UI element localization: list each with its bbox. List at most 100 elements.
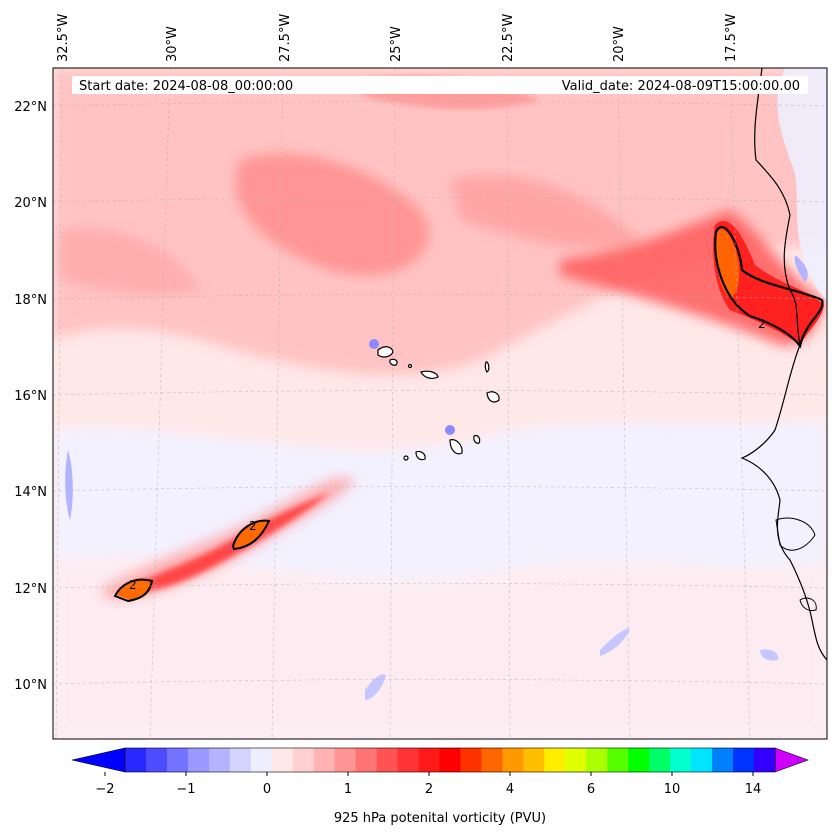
- lon-label: 25°W: [389, 26, 404, 62]
- colorbar-cell: [586, 748, 608, 772]
- lat-label: 10°N: [14, 678, 47, 693]
- colorbar-tick-label: 14: [745, 782, 762, 797]
- colorbar-max-extend: [774, 747, 809, 773]
- pv-negative-patch: [794, 255, 808, 282]
- coastline-gambia: [775, 517, 816, 551]
- island: [403, 455, 409, 461]
- pv-field-north: [53, 68, 827, 375]
- colorbar-tick-label: −2: [95, 782, 114, 797]
- coastline-islands: [799, 597, 817, 611]
- cape-verde-islands: [377, 346, 500, 461]
- colorbar-tick-label: 0: [263, 782, 271, 797]
- colorbar-cell: [481, 748, 503, 772]
- start-date-text: Start date: 2024-08-08_00:00:00: [79, 79, 293, 94]
- island: [449, 439, 463, 455]
- colorbar-frame: [124, 747, 776, 773]
- island: [377, 346, 394, 358]
- lat-label: 18°N: [14, 293, 47, 308]
- lat-label: 20°N: [14, 196, 47, 211]
- lon-label: 20°W: [612, 26, 627, 62]
- date-banner: [72, 76, 808, 94]
- lat-label: 22°N: [14, 100, 47, 115]
- colorbar-cell: [628, 748, 650, 772]
- pv-filament: [100, 477, 355, 600]
- pv-2-contour-vortex-2: [231, 519, 271, 551]
- colorbar-cell: [397, 748, 420, 772]
- colorbar-cell: [313, 748, 336, 772]
- lon-label: 17.5°W: [724, 14, 739, 62]
- colorbar-tick-label: 10: [664, 782, 681, 797]
- map-panel: 2 2 2: [53, 68, 827, 739]
- colorbar-tick-label: −1: [176, 782, 195, 797]
- colorbar-cell: [355, 748, 378, 772]
- pv-field-south: [53, 555, 827, 739]
- map-frame: [52, 67, 828, 740]
- contour-label-coast: 2: [758, 317, 766, 331]
- island: [407, 363, 413, 369]
- lat-label: 14°N: [14, 485, 47, 500]
- colorbar-tick-label: 2: [425, 782, 433, 797]
- colorbar-cell: [607, 748, 629, 772]
- island: [389, 358, 398, 366]
- colorbar-cell: [712, 748, 734, 772]
- colorbar-cell: [418, 748, 441, 772]
- island: [484, 361, 490, 373]
- pv-field-west-band: [60, 228, 200, 295]
- longitude-labels: 32.5°W 30°W 27.5°W 25°W 22.5°W 20°W 17.5…: [56, 14, 739, 62]
- pv-negative-patch: [760, 649, 779, 661]
- colorbar-cell: [670, 748, 692, 772]
- colorbar-tick-label: 4: [506, 782, 514, 797]
- lon-label: 22.5°W: [501, 14, 516, 62]
- valid-date-text: Valid_date: 2024-08-09T15:00:00.00: [562, 79, 800, 94]
- colorbar-cell: [187, 748, 210, 772]
- island: [473, 434, 481, 444]
- island: [486, 391, 500, 403]
- pv-vortex-2: [234, 521, 268, 548]
- colorbar-cell: [376, 748, 399, 772]
- pv-field-east-band: [450, 174, 640, 249]
- pv-filament-core: [120, 492, 330, 593]
- colorbar-cell: [145, 748, 168, 772]
- pv-negative-patch: [65, 450, 73, 520]
- colorbar-cells: [125, 748, 776, 772]
- lon-label: 27.5°W: [278, 14, 293, 62]
- colorbar-cell: [565, 748, 587, 772]
- colorbar-cell: [649, 748, 671, 772]
- pv-2-contour-coast: [714, 225, 824, 349]
- latitude-labels: 22°N 20°N 18°N 16°N 14°N 12°N 10°N: [14, 100, 47, 693]
- colorbar-cell: [334, 748, 357, 772]
- lon-label: 32.5°W: [56, 14, 71, 62]
- contour-label-vortex-1: 2: [129, 578, 137, 592]
- colorbar-cell: [502, 748, 524, 772]
- contour-label-vortex-2: 2: [249, 519, 257, 533]
- coastline: [740, 68, 827, 661]
- pv-negative-patch: [445, 425, 455, 435]
- pv-negative-patch: [369, 339, 379, 349]
- colorbar-cell: [166, 748, 189, 772]
- island: [420, 370, 439, 379]
- land-area: [777, 68, 827, 300]
- colorbar-cell: [229, 748, 252, 772]
- lat-label: 12°N: [14, 582, 47, 597]
- colorbar-cell: [544, 748, 566, 772]
- colorbar: −2 −1 0 1 2 4 6 10 14 925 hPa potenital …: [71, 747, 809, 826]
- colorbar-cell: [271, 748, 294, 772]
- colorbar-cell: [125, 748, 147, 772]
- colorbar-cell: [439, 748, 461, 772]
- pv-field-center-max: [235, 153, 429, 276]
- pv-vortex-1: [117, 578, 152, 600]
- colorbar-min-extend: [71, 747, 126, 773]
- pv-negative-patch: [365, 674, 386, 700]
- pv-negative-patch: [600, 628, 630, 656]
- colorbar-cell: [250, 748, 273, 772]
- colorbar-tick-label: 1: [344, 782, 352, 797]
- colorbar-cell: [292, 748, 315, 772]
- colorbar-cell: [733, 748, 755, 772]
- pv-2-contour-vortex-1: [113, 578, 154, 603]
- colorbar-cell: [460, 748, 482, 772]
- colorbar-cell: [208, 748, 231, 772]
- lat-label: 16°N: [14, 389, 47, 404]
- colorbar-ticks: −2 −1 0 1 2 4 6 10 14: [95, 772, 761, 797]
- lon-label: 30°W: [165, 26, 180, 62]
